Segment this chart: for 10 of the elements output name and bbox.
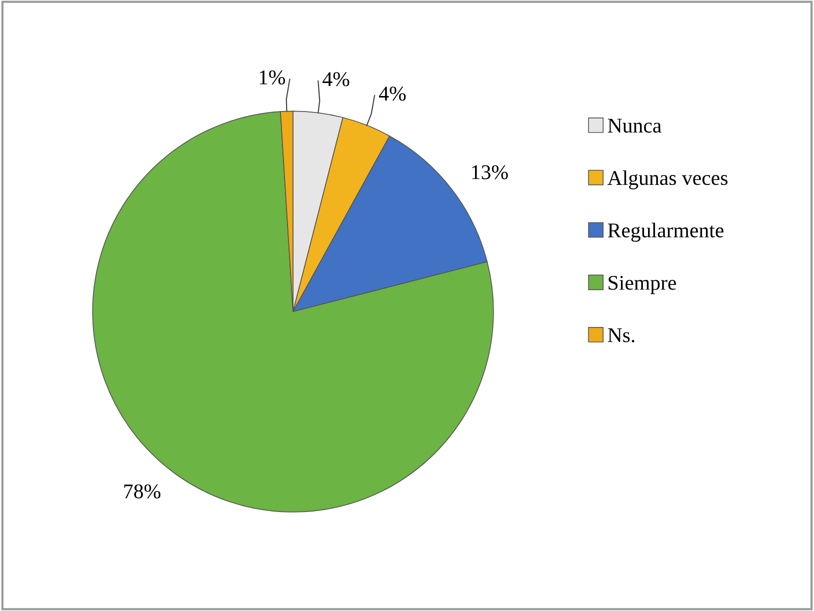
legend-label: Siempre: [608, 276, 676, 294]
legend-label: Ns.: [608, 328, 634, 342]
data-label: 78%: [124, 484, 160, 498]
data-label: 1%: [260, 70, 286, 85]
legend-label: Algunas veces: [608, 170, 728, 190]
data-label: 13%: [472, 165, 508, 180]
legend-label: Nunca: [608, 118, 662, 133]
data-label: 4%: [379, 86, 406, 101]
legend-label: Regularmente: [608, 222, 724, 242]
data-label: 4%: [322, 72, 350, 86]
